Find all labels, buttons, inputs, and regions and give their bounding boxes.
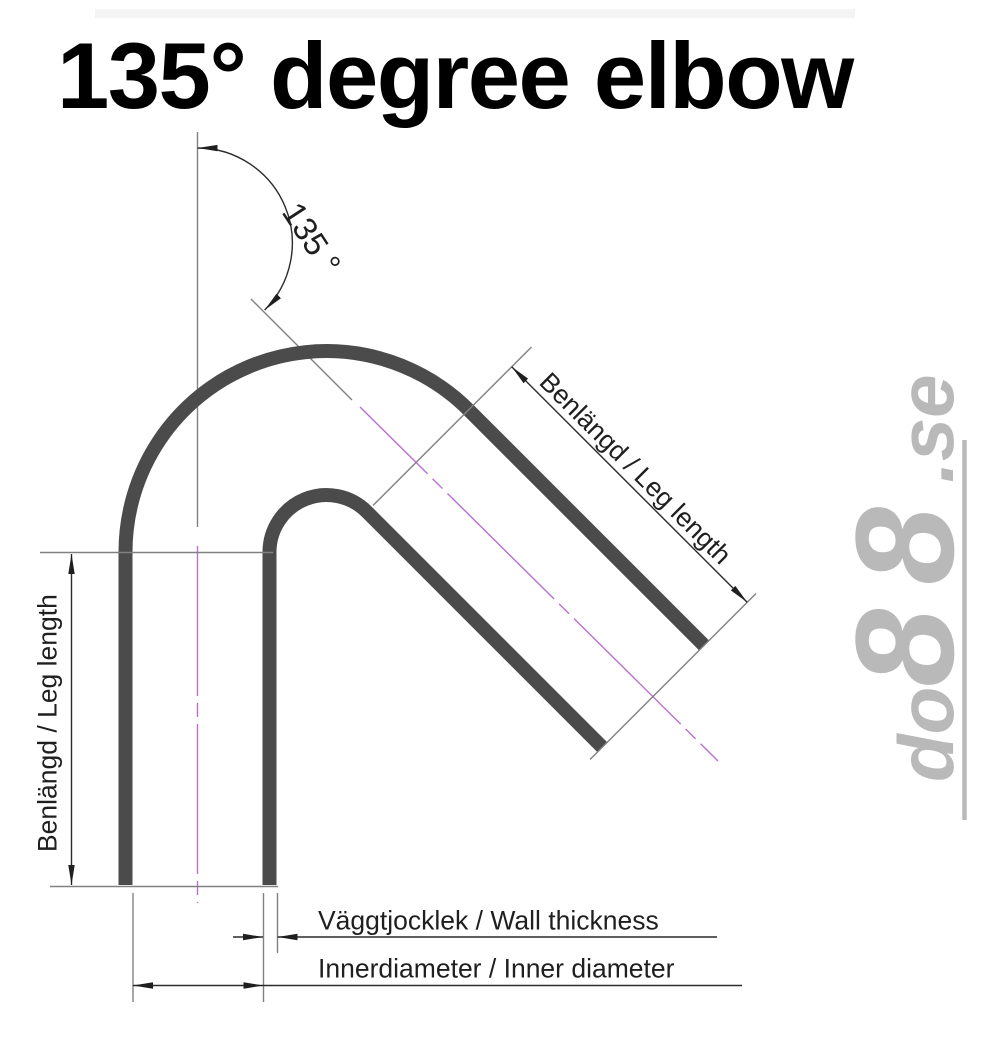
scan-artifact [95, 9, 855, 18]
construction-lines [196, 132, 353, 527]
page-title: 135° degree elbow [57, 23, 855, 128]
wall-thickness-label: Väggtjocklek / Wall thickness [318, 906, 659, 936]
watermark-suffix: .se [882, 375, 970, 483]
leg-length-dimension-diagonal [511, 366, 748, 603]
dimension-lines [68, 144, 748, 989]
leg-length-label-vertical: Benlängd / Leg length [33, 594, 63, 852]
diagonal-leg-end-face-line [589, 593, 757, 760]
watermark: do88.se [826, 375, 983, 820]
watermark-number: 88 [826, 483, 983, 687]
elbow-pipe [118, 344, 710, 885]
watermark-prefix: do [882, 687, 970, 782]
inner-diameter-label: Innerdiameter / Inner diameter [318, 954, 675, 984]
watermark-text: do88.se [826, 375, 983, 782]
pipe-inner-wall [262, 488, 608, 885]
leg-length-label-diagonal: Benlängd / Leg length [534, 367, 738, 571]
angle-dimension-arc [197, 144, 294, 311]
pipe-outer-wall [118, 344, 710, 885]
section-lines [40, 346, 757, 1002]
angle-label: 135 ° [275, 196, 348, 281]
dimension-labels: 135 ° Benlängd / Leg length Benlängd / L… [33, 196, 738, 984]
diagonal-leg-tangent-line [372, 346, 532, 506]
diagonal-leg-centerline [359, 406, 719, 762]
